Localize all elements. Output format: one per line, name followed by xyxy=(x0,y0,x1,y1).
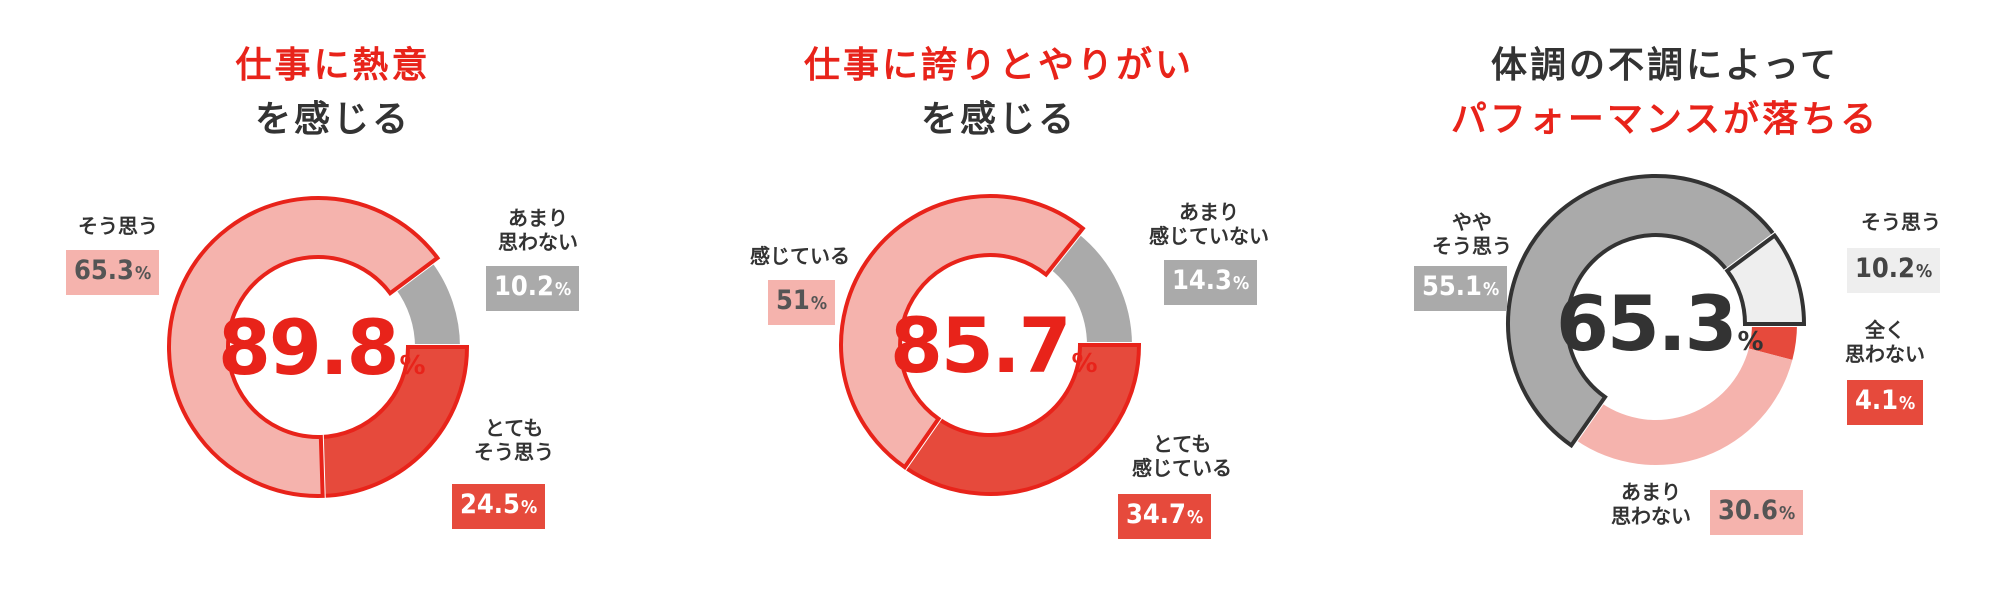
segment-value-number: 65.3 xyxy=(74,255,134,286)
segment-value-unit: % xyxy=(134,263,152,284)
segment-value-unit: % xyxy=(1232,273,1250,294)
center-value: 65.3 xyxy=(1556,279,1738,368)
donut-segment xyxy=(1050,233,1132,345)
chart-title-line2: を感じる xyxy=(254,99,411,140)
center-total: 65.3% xyxy=(1556,286,1764,362)
chart-panel-3: 体調の不調によって パフォーマンスが落ちる 65.3% 全く 思わない 4.1%… xyxy=(1332,0,1998,600)
segment-value-unit: % xyxy=(1915,261,1933,282)
chart-title-line1: 仕事に誇りとやりがい xyxy=(803,45,1194,86)
segment-label: 全く 思わない xyxy=(1845,318,1925,366)
chart-title-line2: を感じる xyxy=(920,99,1077,140)
segment-label: 感じている xyxy=(750,244,850,268)
donut-chart xyxy=(1505,173,1808,465)
chart-title-line1: 体調の不調によって xyxy=(1490,45,1840,86)
segment-value-unit: % xyxy=(1899,393,1916,414)
segment-value: 65.3% xyxy=(66,250,160,295)
segment-label: あまり 感じていない xyxy=(1149,200,1269,248)
chart-panel-2: 仕事に誇りとやりがい を感じる 85.7% とても 感じている 34.7% 感じ… xyxy=(666,0,1332,600)
segment-value: 10.2% xyxy=(1847,248,1941,293)
donut-segment-highlight xyxy=(901,343,1142,496)
chart-panel-1: 仕事に熱意 を感じる 89.8% とても そう思う 24.5% そう思う 65.… xyxy=(0,0,666,600)
donut-segment-highlight xyxy=(318,345,470,498)
center-unit: % xyxy=(1737,327,1764,357)
donut-chart xyxy=(166,195,471,500)
donut-segment xyxy=(1575,348,1793,465)
donut-segment-highlight xyxy=(839,194,1086,470)
segment-label: やや そう思う xyxy=(1432,210,1512,258)
segment-value-number: 10.2 xyxy=(1855,253,1915,284)
segment-label: そう思う xyxy=(78,214,158,238)
center-unit: % xyxy=(1071,349,1098,379)
segment-value-number: 10.2 xyxy=(494,271,554,302)
segment-value-number: 30.6 xyxy=(1718,495,1778,526)
segment-value-unit: % xyxy=(810,293,828,314)
segment-value-number: 34.7 xyxy=(1126,499,1186,530)
segment-label: あまり 思わない xyxy=(1611,480,1691,528)
segment-value: 30.6% xyxy=(1710,490,1804,535)
center-value: 89.8 xyxy=(218,303,400,392)
center-unit: % xyxy=(399,351,426,381)
segment-value: 51% xyxy=(768,280,836,325)
donut-segment-highlight xyxy=(167,196,441,498)
segment-value: 10.2% xyxy=(486,266,580,311)
segment-label: とても そう思う xyxy=(474,416,554,464)
chart-title-line1: 仕事に熱意 xyxy=(235,45,431,86)
segment-value: 4.1% xyxy=(1847,380,1924,425)
segment-value-unit: % xyxy=(1778,503,1796,524)
segment-value-number: 51 xyxy=(776,285,810,316)
segment-value: 14.3% xyxy=(1164,260,1258,305)
donut-chart xyxy=(838,193,1143,497)
donut-segment xyxy=(1748,324,1797,360)
segment-value-unit: % xyxy=(1186,507,1204,528)
segment-label: とても 感じている xyxy=(1132,432,1232,480)
segment-value-number: 55.1 xyxy=(1422,271,1482,302)
center-total: 89.8% xyxy=(218,310,426,386)
segment-value-number: 14.3 xyxy=(1172,265,1232,296)
chart-title-line2: パフォーマンスが落ちる xyxy=(1450,99,1880,140)
segment-value-number: 24.5 xyxy=(460,489,520,520)
segment-value-unit: % xyxy=(554,279,572,300)
segment-label: あまり 思わない xyxy=(498,206,578,254)
segment-value-number: 4.1 xyxy=(1855,385,1899,416)
segment-value: 24.5% xyxy=(452,484,546,529)
donut-segment xyxy=(395,262,460,347)
donut-segment-highlight xyxy=(1506,174,1778,449)
segment-value: 55.1% xyxy=(1414,266,1508,311)
segment-value-unit: % xyxy=(520,497,538,518)
segment-label: そう思う xyxy=(1861,210,1941,234)
segment-value: 34.7% xyxy=(1118,494,1212,539)
center-total: 85.7% xyxy=(890,308,1098,384)
donut-segment-highlight xyxy=(1724,232,1807,326)
center-value: 85.7 xyxy=(890,301,1072,390)
segment-value-unit: % xyxy=(1482,279,1500,300)
